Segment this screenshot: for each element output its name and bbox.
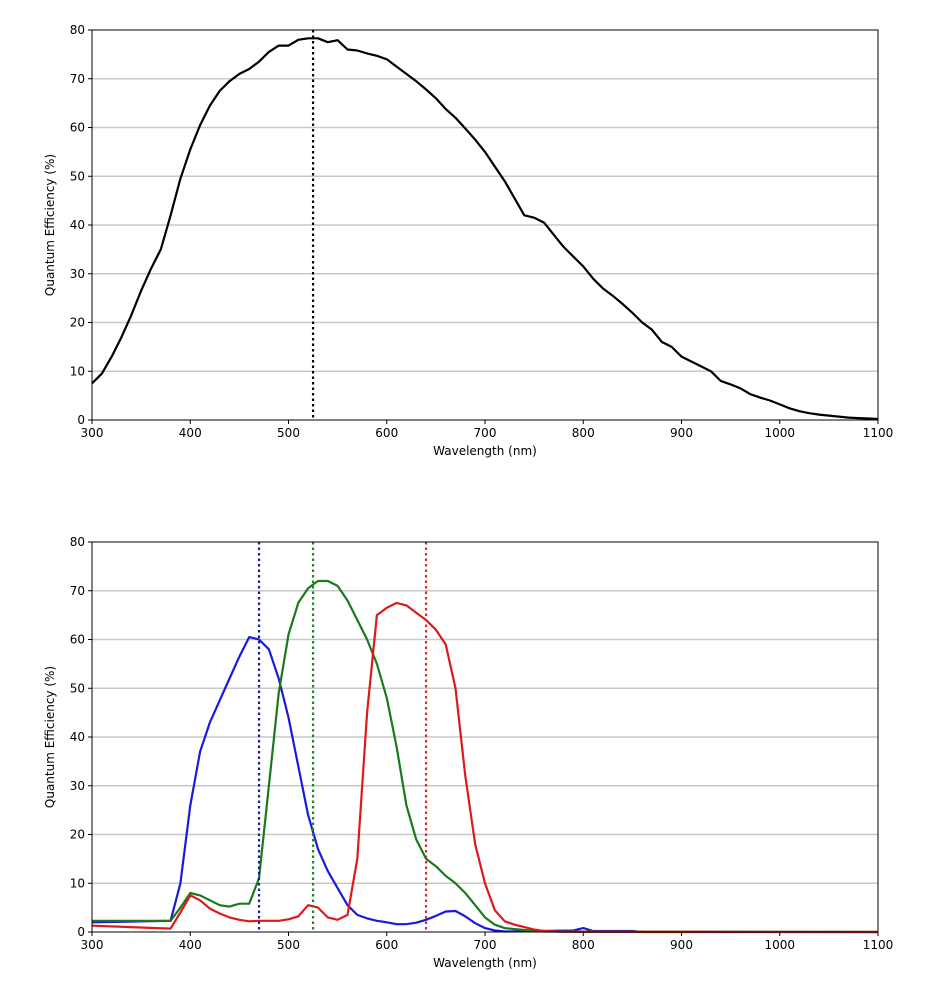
y-tick-label: 60 [70, 633, 85, 647]
y-tick-label: 80 [70, 23, 85, 37]
series-line-green [92, 579, 879, 934]
x-tick-label: 900 [670, 938, 693, 952]
x-tick-label: 300 [81, 938, 104, 952]
x-axis-label: Wavelength (nm) [433, 956, 537, 970]
x-tick-label: 400 [179, 426, 202, 440]
x-tick-label: 1100 [863, 938, 894, 952]
y-tick-label: 20 [70, 828, 85, 842]
y-axis-label: Quantum Efficiency (%) [43, 154, 57, 296]
y-tick-label: 50 [70, 681, 85, 695]
x-tick-label: 600 [375, 938, 398, 952]
y-tick-label: 40 [70, 730, 85, 744]
y-tick-label: 10 [70, 364, 85, 378]
y-tick-label: 30 [70, 779, 85, 793]
chart-panel-1: 0 10 20 30 40 50 60 70 80 300 400 500 600 700 800 900 10… [43, 23, 893, 458]
y-tick-label: 0 [77, 925, 85, 939]
x-tick-label: 300 [81, 426, 104, 440]
x-tick-label: 900 [670, 426, 693, 440]
x-tick-label: 800 [572, 938, 595, 952]
plot-frame [91, 29, 879, 421]
y-tick-label: 60 [70, 121, 85, 135]
x-tick-label: 700 [474, 426, 497, 440]
y-tick-label: 80 [70, 535, 85, 549]
y-tick-label: 50 [70, 169, 85, 183]
series-line-red [91, 601, 879, 934]
x-tick-label: 400 [179, 938, 202, 952]
y-tick-label: 0 [77, 413, 85, 427]
x-tick-label: 1000 [764, 938, 795, 952]
x-tick-label: 500 [277, 938, 300, 952]
plot-frame [91, 541, 879, 933]
series-line-blue [91, 636, 878, 934]
x-tick-label: 500 [277, 426, 300, 440]
series-line-mono [91, 37, 879, 421]
y-tick-label: 20 [70, 316, 85, 330]
y-tick-label: 10 [70, 876, 85, 890]
y-tick-label: 30 [70, 267, 85, 281]
x-axis-label: Wavelength (nm) [433, 444, 537, 458]
x-tick-label: 600 [375, 426, 398, 440]
x-tick-label: 700 [474, 938, 497, 952]
x-tick-label: 1000 [764, 426, 795, 440]
x-tick-label: 1100 [863, 426, 894, 440]
x-tick-label: 800 [572, 426, 595, 440]
chart-panel-2: 0 10 20 30 40 50 60 70 80 300 400 500 600 700 800 900 10… [43, 535, 893, 970]
y-axis-label: Quantum Efficiency (%) [43, 666, 57, 808]
y-tick-label: 40 [70, 218, 85, 232]
y-tick-label: 70 [70, 584, 85, 598]
y-tick-label: 70 [70, 72, 85, 86]
